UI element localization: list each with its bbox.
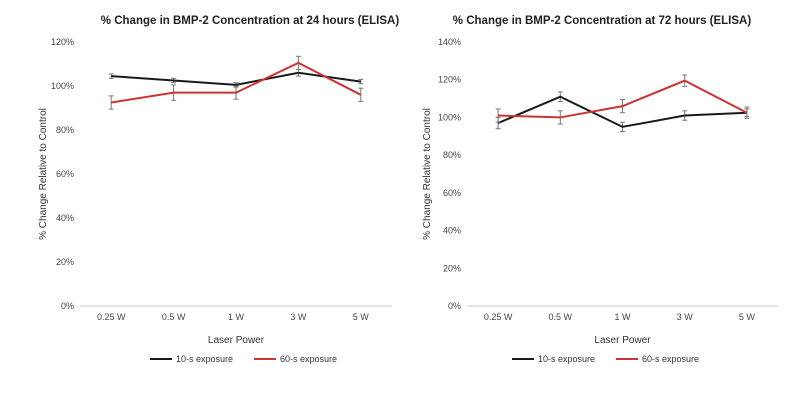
x-tick-label: 1 W xyxy=(614,312,631,322)
chart-title: % Change in BMP-2 Concentration at 72 ho… xyxy=(453,15,752,27)
legend-label: 60-s exposure xyxy=(642,354,699,364)
y-tick-label: 140% xyxy=(438,37,461,47)
series-60s xyxy=(108,55,364,110)
x-tick-label: 3 W xyxy=(677,312,694,322)
x-tick-label: 0.5 W xyxy=(549,312,573,322)
y-tick-label: 0% xyxy=(61,301,74,311)
y-tick-label: 120% xyxy=(51,37,74,47)
x-tick-label: 0.25 W xyxy=(97,312,126,322)
y-axis-label: % Change Relative to Control xyxy=(38,108,49,240)
x-axis-label: Laser Power xyxy=(594,335,651,346)
y-tick-label: 20% xyxy=(443,263,461,273)
legend: 10-s exposure 60-s exposure xyxy=(150,354,337,364)
y-axis-label: % Change Relative to Control xyxy=(422,108,433,240)
y-tick-label: 60% xyxy=(443,188,461,198)
y-tick-label: 80% xyxy=(56,125,74,135)
series-60s xyxy=(495,74,750,125)
x-axis-label: Laser Power xyxy=(208,335,265,346)
y-tick-label: 100% xyxy=(438,112,461,122)
x-tick-label: 5 W xyxy=(739,312,756,322)
y-tick-label: 0% xyxy=(448,301,461,311)
y-tick-label: 40% xyxy=(56,213,74,223)
y-tick-label: 120% xyxy=(438,75,461,85)
legend-label: 60-s exposure xyxy=(280,354,337,364)
chart-2: % Change in BMP-2 Concentration at 72 ho… xyxy=(422,15,778,364)
series-10s xyxy=(108,69,364,88)
x-tick-label: 0.25 W xyxy=(484,312,513,322)
x-tick-label: 3 W xyxy=(290,312,307,322)
x-tick-label: 0.5 W xyxy=(162,312,186,322)
series-line xyxy=(498,79,748,119)
y-tick-label: 20% xyxy=(56,257,74,267)
x-tick-label: 1 W xyxy=(228,312,245,322)
series-line xyxy=(111,61,362,104)
legend-label: 10-s exposure xyxy=(538,354,595,364)
chart-1: % Change in BMP-2 Concentration at 24 ho… xyxy=(38,15,399,364)
legend: 10-s exposure 60-s exposure xyxy=(512,354,699,364)
y-tick-label: 100% xyxy=(51,81,74,91)
y-tick-label: 80% xyxy=(443,150,461,160)
x-tick-label: 5 W xyxy=(353,312,370,322)
series-line xyxy=(111,71,361,86)
y-tick-label: 40% xyxy=(443,226,461,236)
series-line xyxy=(497,95,747,128)
y-tick-label: 60% xyxy=(56,169,74,179)
legend-label: 10-s exposure xyxy=(176,354,233,364)
chart-title: % Change in BMP-2 Concentration at 24 ho… xyxy=(101,15,400,27)
